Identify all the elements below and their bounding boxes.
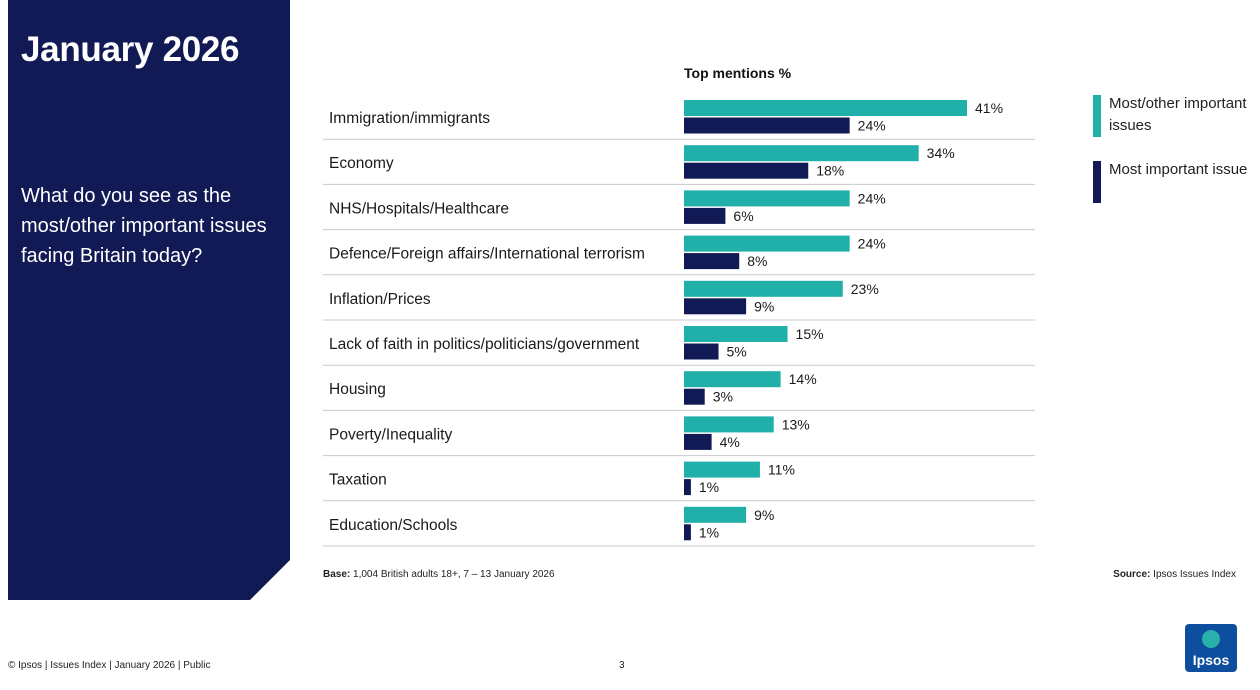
bar-most-other [684, 145, 919, 162]
logo-text: Ipsos [1192, 652, 1230, 668]
source-label: Source: [1113, 569, 1151, 580]
category-label: Defence/Foreign affairs/International te… [329, 246, 645, 263]
data-label-most: 24% [858, 118, 886, 134]
data-label-most: 1% [699, 479, 719, 495]
data-label-most: 8% [747, 253, 767, 269]
source-note: Source: Ipsos Issues Index [1113, 569, 1236, 580]
category-label: Education/Schools [329, 517, 458, 534]
category-label: Taxation [329, 472, 387, 489]
data-label-most: 4% [720, 434, 740, 450]
base-label: Base: [323, 569, 351, 580]
bar-most [684, 343, 719, 360]
data-label-most-other: 24% [858, 236, 886, 252]
category-label: Economy [329, 155, 394, 172]
footer-text: © Ipsos | Issues Index | January 2026 | … [8, 660, 211, 671]
category-label: NHS/Hospitals/Healthcare [329, 200, 509, 217]
data-label-most-other: 15% [796, 326, 824, 342]
bar-most [684, 298, 747, 315]
legend-label-most-other: Most/other important issues [1109, 95, 1247, 134]
ipsos-logo: Ipsos [1185, 624, 1237, 672]
bar-most-other [684, 371, 781, 388]
page-title: January 2026 [21, 30, 240, 69]
source-text: Ipsos Issues Index [1153, 569, 1236, 580]
category-label: Housing [329, 381, 386, 398]
data-label-most: 3% [713, 389, 733, 405]
chart-column-header: Top mentions % [684, 65, 792, 81]
bar-most-other [684, 506, 747, 523]
data-label-most-other: 13% [782, 416, 810, 432]
bar-most-other [684, 280, 843, 297]
data-label-most-other: 41% [975, 100, 1003, 116]
category-label: Lack of faith in politics/politicians/go… [329, 336, 640, 353]
legend-swatch-most-other [1093, 95, 1101, 137]
legend-label-most: Most important issue [1109, 161, 1248, 178]
category-label: Poverty/Inequality [329, 426, 452, 443]
data-label-most-other: 11% [768, 462, 795, 478]
bar-most-other [684, 326, 788, 342]
base-text: 1,004 British adults 18+, 7 – 13 January… [353, 569, 555, 580]
base-note: Base: 1,004 British adults 18+, 7 – 13 J… [323, 569, 555, 580]
bar-most [684, 524, 691, 541]
data-label-most-other: 14% [789, 371, 817, 387]
category-label: Inflation/Prices [329, 291, 431, 308]
legend-swatch-most [1093, 161, 1101, 203]
bar-most-other [684, 100, 967, 116]
bar-most [684, 479, 691, 496]
data-label-most: 5% [727, 344, 747, 360]
bar-most-other [684, 190, 850, 207]
data-label-most: 18% [816, 163, 844, 179]
data-label-most: 9% [754, 298, 774, 314]
bar-most [684, 388, 705, 405]
page-number: 3 [619, 660, 625, 671]
survey-question: What do you see as the most/other import… [21, 185, 267, 267]
bar-most [684, 207, 726, 224]
data-label-most-other: 34% [927, 145, 955, 161]
bar-most-other [684, 416, 774, 433]
bar-most [684, 117, 850, 134]
data-label-most: 6% [733, 208, 753, 224]
data-label-most: 1% [699, 524, 719, 540]
bar-most [684, 253, 740, 270]
data-label-most-other: 9% [754, 507, 774, 523]
title-panel: January 2026 What do you see as the most… [8, 0, 290, 600]
category-label: Immigration/immigrants [329, 110, 490, 127]
bar-most-other [684, 461, 760, 478]
data-label-most-other: 23% [851, 281, 879, 297]
bar-most [684, 433, 712, 450]
bar-most-other [684, 235, 850, 252]
data-label-most-other: 24% [858, 190, 886, 206]
bar-most [684, 162, 809, 179]
logo-mark-icon [1202, 630, 1220, 648]
